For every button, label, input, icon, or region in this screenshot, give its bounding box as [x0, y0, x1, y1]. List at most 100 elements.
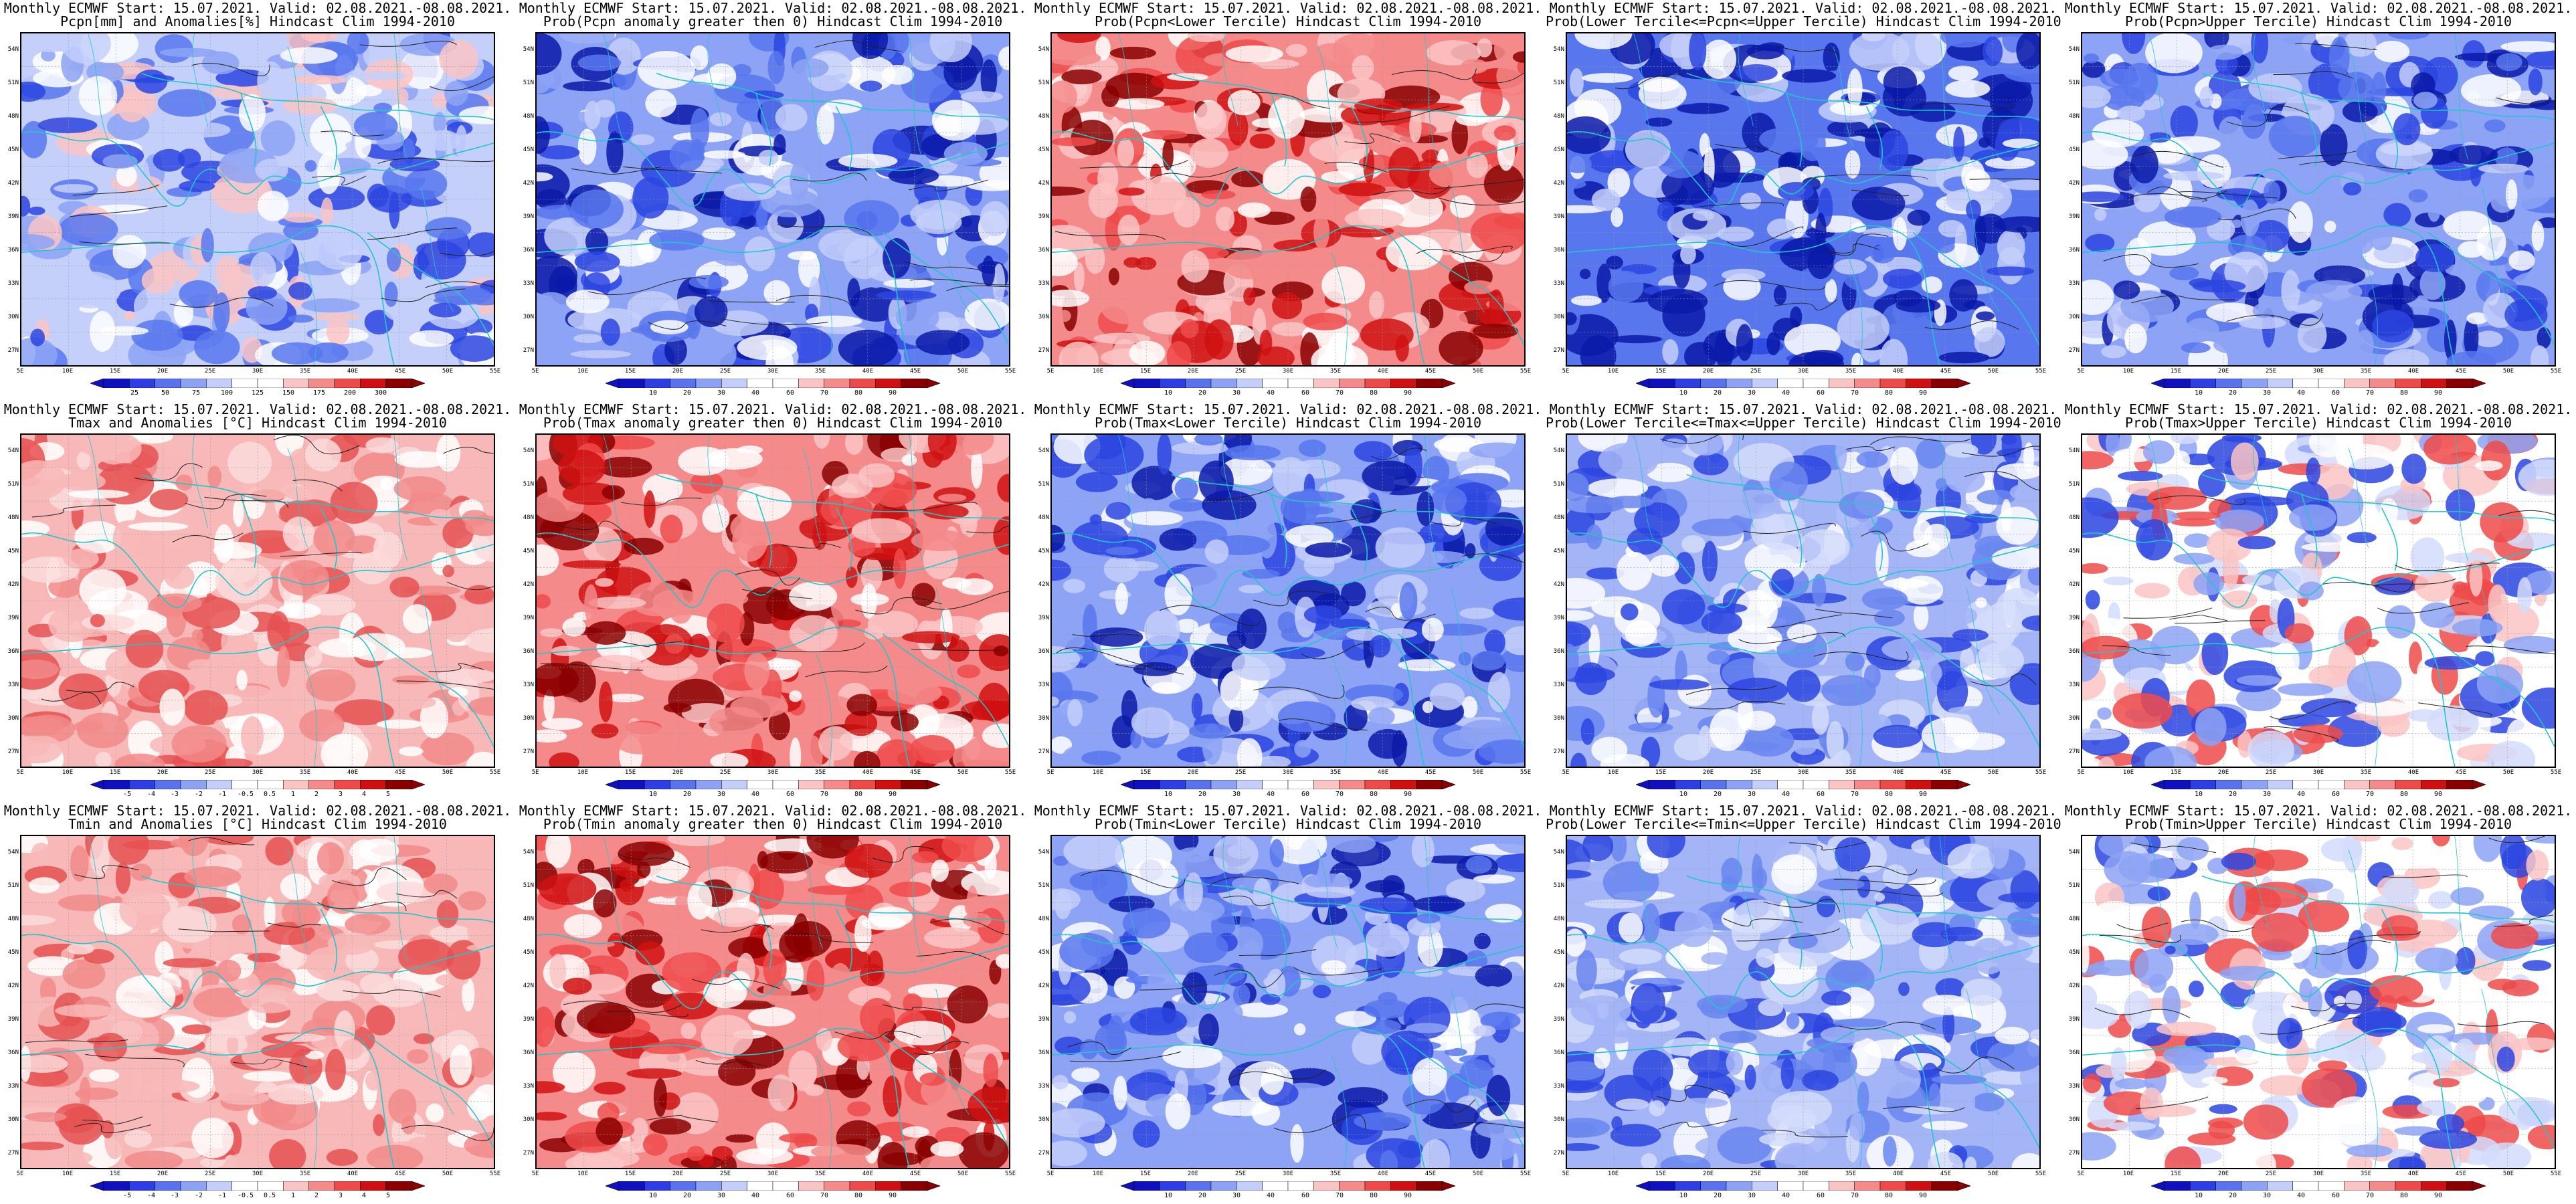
field-blob — [389, 577, 420, 598]
field-blob — [1204, 319, 1234, 360]
contour-line — [1365, 607, 1436, 621]
latitude-label: 42N — [7, 180, 19, 187]
map-panel: Monthly ECMWF Start: 15.07.2021. Valid: … — [1030, 803, 1546, 1204]
field-blob — [181, 1024, 212, 1035]
colorbar-segment — [901, 1181, 927, 1191]
longitude-label: 5E — [16, 769, 24, 776]
field-blob — [1475, 965, 1513, 987]
longitude-label: 15E — [109, 1171, 121, 1177]
field-blob — [216, 959, 242, 982]
contour-line — [1079, 160, 1189, 169]
field-blob — [964, 298, 1009, 331]
field-blob — [449, 1044, 472, 1086]
longitude-label: 25E — [1234, 1171, 1247, 1177]
colorbar-segment — [103, 780, 130, 789]
contour-line — [428, 663, 484, 672]
field-blob — [911, 530, 971, 551]
panel-title-line1: Monthly ECMWF Start: 15.07.2021. Valid: … — [519, 0, 1027, 16]
field-blob — [240, 984, 300, 1013]
field-blob — [744, 236, 775, 272]
field-blob — [1067, 698, 1083, 726]
field-blob — [1579, 268, 1591, 280]
field-blob — [919, 1072, 946, 1086]
field-blob — [931, 859, 949, 882]
field-blob — [182, 122, 231, 138]
longitude-label: 20E — [1187, 368, 1199, 375]
contour-line — [909, 278, 1009, 286]
colorbar-segment — [1236, 1181, 1263, 1191]
latitude-label: 30N — [1553, 1116, 1564, 1123]
panel-title-line1: Monthly ECMWF Start: 15.07.2021. Valid: … — [1034, 0, 1542, 16]
field-blob — [626, 1068, 682, 1079]
latitude-label: 27N — [7, 347, 19, 354]
longitude-label: 55E — [489, 769, 501, 776]
colorbar-label: 40 — [1266, 389, 1275, 397]
field-blob — [1418, 550, 1467, 563]
field-blob — [2417, 1024, 2454, 1034]
colorbar-label: 150 — [282, 389, 295, 397]
field-blob — [642, 1133, 668, 1156]
field-blob — [1972, 1092, 2005, 1112]
panel-title-line1: Monthly ECMWF Start: 15.07.2021. Valid: … — [519, 401, 1027, 417]
field-blob — [282, 516, 315, 552]
colorbar-segment — [670, 379, 697, 388]
colorbar-segment — [2267, 379, 2293, 388]
colorbar-label: 30 — [717, 389, 726, 397]
latitude-label: 30N — [523, 715, 534, 722]
colorbar-segment — [334, 1181, 361, 1191]
longitude-label: 25E — [1750, 769, 1762, 776]
field-blob — [941, 577, 972, 589]
field-blob — [164, 564, 195, 589]
colorbar-label: 40 — [751, 1192, 760, 1199]
colorbar-label: 20 — [682, 791, 692, 798]
field-blob — [577, 128, 597, 165]
field-blob — [1625, 130, 1671, 169]
latitude-label: 33N — [523, 280, 534, 287]
field-blob — [300, 33, 338, 43]
colorbar-segment — [1803, 379, 1829, 388]
longitude-label: 10E — [2122, 769, 2134, 776]
latitude-label: 30N — [1553, 314, 1564, 320]
field-blob — [1883, 268, 1922, 289]
field-blob — [468, 696, 494, 716]
field-blob — [28, 877, 60, 894]
field-blob — [1833, 1018, 1888, 1027]
field-blob — [90, 836, 110, 877]
country-borders — [88, 33, 454, 365]
field-blob — [1224, 445, 1281, 461]
field-blob — [1131, 466, 1177, 500]
latitude-label: 27N — [2068, 748, 2080, 755]
field-blob — [2369, 226, 2393, 251]
colorbar-label: 30 — [1232, 389, 1241, 397]
field-blob — [911, 851, 939, 864]
map-field-svg — [537, 435, 1009, 767]
longitude-label: 20E — [672, 368, 684, 375]
field-blob — [62, 271, 121, 308]
forecast-map — [535, 433, 1010, 768]
field-blob — [537, 172, 553, 182]
panel-title-line2: Prob(Lower Tercile<=Tmax<=Upper Tercile)… — [1546, 415, 2061, 431]
field-blob — [280, 560, 329, 596]
field-blob — [1569, 68, 1584, 97]
field-blob — [1945, 80, 1991, 98]
colorbar-segment — [283, 780, 309, 789]
colorbar-segment — [2344, 780, 2370, 789]
coastline — [21, 72, 494, 365]
colorbar-label: 80 — [1884, 1192, 1894, 1199]
field-blob — [2517, 577, 2533, 614]
colorbar-segment — [129, 1181, 155, 1191]
field-blob — [2375, 138, 2433, 170]
field-blob — [901, 454, 917, 466]
field-blob — [89, 1069, 120, 1082]
field-blob — [591, 723, 619, 738]
longitude-label: 5E — [1046, 368, 1054, 375]
longitude-label: 10E — [1092, 769, 1104, 776]
contour-line — [1726, 226, 1804, 247]
field-blob — [702, 150, 745, 159]
colorbar-segment — [670, 1181, 697, 1191]
field-blob — [1287, 491, 1345, 502]
field-blob — [1089, 627, 1143, 647]
field-blob — [1825, 278, 1837, 302]
latitude-label: 33N — [523, 682, 534, 688]
colorbar-segment — [618, 780, 645, 789]
